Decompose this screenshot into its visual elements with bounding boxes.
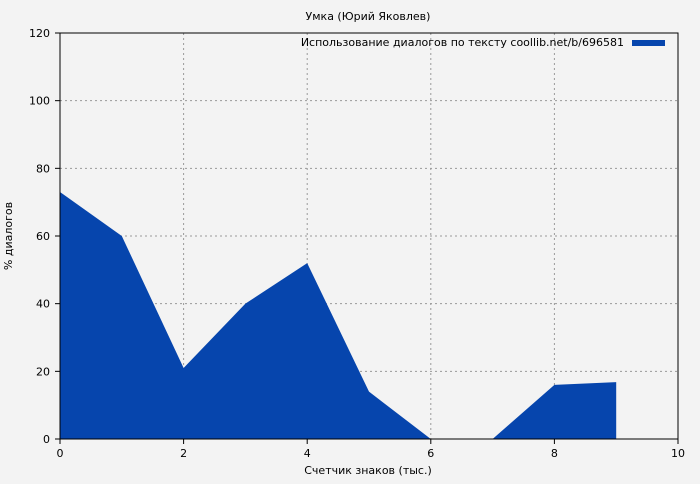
legend-swatch: [632, 40, 665, 46]
x-tick-label: 10: [671, 447, 685, 460]
x-tick-label: 4: [304, 447, 311, 460]
y-tick-label: 120: [29, 27, 50, 40]
grid: [60, 33, 678, 439]
area-fill: [60, 192, 617, 439]
y-tick-label: 100: [29, 95, 50, 108]
chart-title: Умка (Юрий Яковлев): [306, 10, 431, 23]
x-axis-label: Счетчик знаков (тыс.): [304, 464, 432, 477]
y-tick-label: 20: [36, 365, 50, 378]
y-axis-label: % диалогов: [2, 202, 15, 270]
x-tick-label: 6: [427, 447, 434, 460]
y-tick-label: 80: [36, 162, 50, 175]
y-tick-label: 60: [36, 230, 50, 243]
y-tick-label: 40: [36, 298, 50, 311]
area-series: [60, 192, 617, 439]
x-tick-label: 2: [180, 447, 187, 460]
legend-label: Использование диалогов по тексту coollib…: [301, 36, 624, 49]
x-tick-label: 8: [551, 447, 558, 460]
x-tick-label: 0: [57, 447, 64, 460]
y-tick-label: 0: [43, 433, 50, 446]
